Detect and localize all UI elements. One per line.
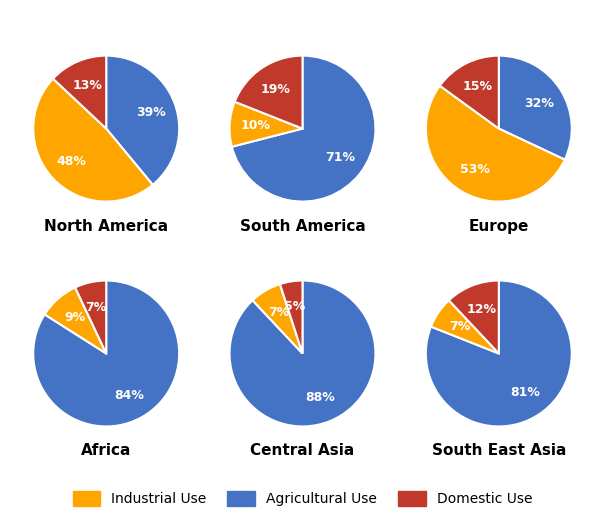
Wedge shape [33, 79, 152, 202]
Text: 5%: 5% [284, 300, 306, 313]
Text: 12%: 12% [466, 303, 496, 316]
Title: South America: South America [240, 219, 365, 234]
Wedge shape [33, 280, 179, 427]
Text: 88%: 88% [305, 391, 335, 404]
Wedge shape [229, 102, 302, 147]
Title: Central Asia: Central Asia [250, 443, 355, 458]
Text: 71%: 71% [325, 151, 355, 164]
Wedge shape [431, 300, 499, 354]
Wedge shape [53, 56, 106, 128]
Wedge shape [75, 280, 106, 354]
Text: 10%: 10% [240, 119, 270, 132]
Text: 13%: 13% [73, 79, 102, 92]
Wedge shape [499, 56, 572, 160]
Text: 19%: 19% [261, 83, 291, 96]
Wedge shape [280, 280, 302, 354]
Wedge shape [426, 86, 565, 202]
Title: South East Asia: South East Asia [431, 443, 566, 458]
Wedge shape [45, 288, 106, 354]
Title: Europe: Europe [469, 219, 529, 234]
Wedge shape [232, 56, 376, 202]
Text: 15%: 15% [462, 80, 492, 93]
Text: 7%: 7% [85, 301, 106, 314]
Text: 9%: 9% [64, 311, 85, 324]
Text: 7%: 7% [268, 306, 289, 319]
Text: 53%: 53% [460, 163, 489, 176]
Wedge shape [440, 56, 499, 128]
Wedge shape [106, 56, 179, 185]
Text: 32%: 32% [524, 97, 554, 110]
Wedge shape [252, 284, 302, 354]
Text: 81%: 81% [511, 386, 540, 399]
Wedge shape [229, 280, 376, 427]
Wedge shape [235, 56, 302, 128]
Text: 84%: 84% [114, 388, 144, 401]
Legend: Industrial Use, Agricultural Use, Domestic Use: Industrial Use, Agricultural Use, Domest… [67, 486, 538, 512]
Wedge shape [426, 280, 572, 427]
Title: Africa: Africa [81, 443, 131, 458]
Wedge shape [449, 280, 499, 354]
Title: North America: North America [44, 219, 168, 234]
Text: 7%: 7% [449, 320, 470, 333]
Text: 39%: 39% [136, 106, 166, 119]
Text: 48%: 48% [57, 155, 87, 168]
